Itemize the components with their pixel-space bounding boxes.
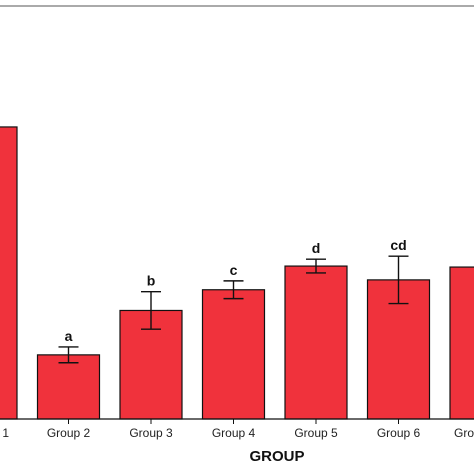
significance-label-4: c xyxy=(230,262,238,278)
bar-1 xyxy=(0,126,18,420)
x-tick-label-6: Group 6 xyxy=(377,426,421,440)
significance-label-3: b xyxy=(147,273,156,289)
x-tick-label-3: Group 3 xyxy=(129,426,173,440)
significance-label-2: a xyxy=(65,328,73,344)
error-bar-6 xyxy=(388,255,409,305)
significance-label-5: d xyxy=(312,240,321,256)
x-tick-label-5: Group 5 xyxy=(294,426,338,440)
bar-2 xyxy=(36,354,101,420)
x-tick-labels: 1 Group 2 Group 3 Group 4 Group 5 Group 6 Gro xyxy=(2,419,474,440)
significance-label-6: cd xyxy=(390,237,406,253)
error-bar-2 xyxy=(58,346,79,364)
error-bar-3 xyxy=(141,291,161,330)
bar-5 xyxy=(284,265,348,420)
x-tick-label-7: Gro xyxy=(454,426,474,440)
bar-7 xyxy=(449,266,474,420)
error-bar-5 xyxy=(306,258,326,274)
x-tick-label-4: Group 4 xyxy=(212,426,256,440)
x-tick-label-1: 1 xyxy=(2,426,9,440)
bar-4 xyxy=(201,289,266,420)
error-bar-4 xyxy=(223,280,244,300)
x-tick-label-2: Group 2 xyxy=(47,426,91,440)
x-axis-title: GROUP xyxy=(249,448,304,465)
